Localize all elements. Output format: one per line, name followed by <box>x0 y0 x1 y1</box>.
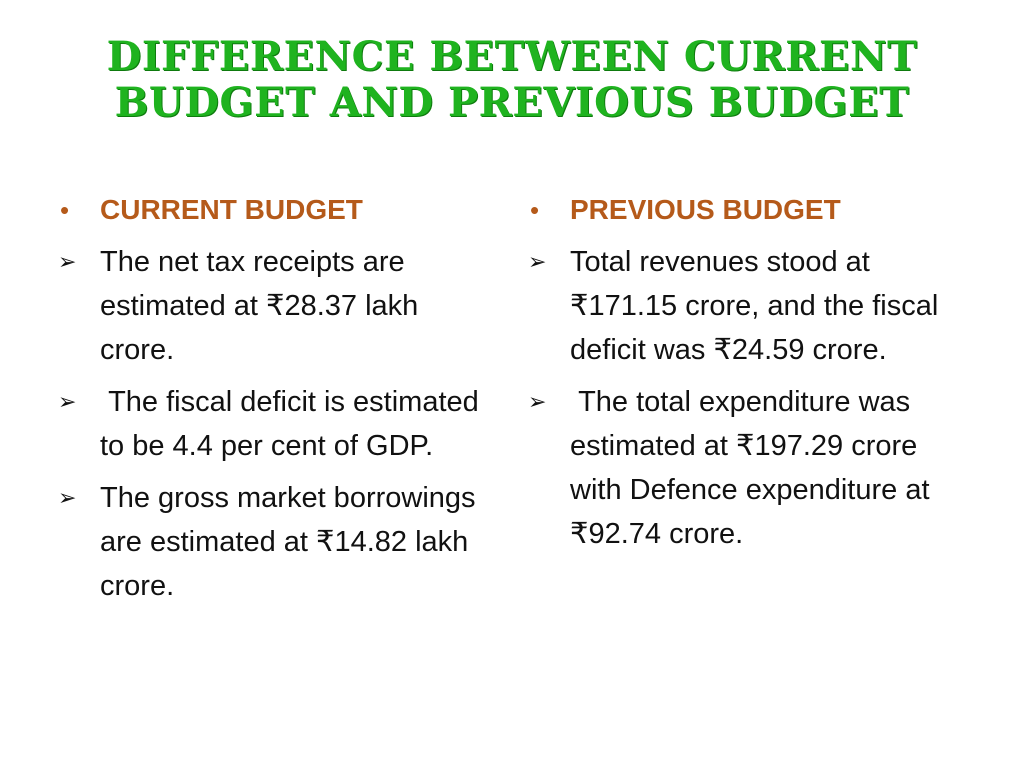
previous-budget-point-1: Total revenues stood at ₹171.15 crore, a… <box>570 246 939 366</box>
list-item: ➢ The gross market borrowings are estima… <box>56 476 496 608</box>
previous-budget-heading: PREVIOUS BUDGET <box>570 194 841 225</box>
slide-title: DIFFERENCE BETWEEN CURRENT BUDGET AND PR… <box>106 33 918 126</box>
arrow-bullet-icon: ➢ <box>58 249 77 274</box>
arrow-bullet-icon: ➢ <box>528 249 547 274</box>
previous-budget-heading-row: • PREVIOUS BUDGET <box>526 188 966 232</box>
arrow-bullet-icon: ➢ <box>58 485 77 510</box>
arrow-bullet-icon: ➢ <box>528 389 547 414</box>
previous-budget-column: • PREVIOUS BUDGET ➢ Total revenues stood… <box>526 188 966 564</box>
current-budget-point-3: The gross market borrowings are estimate… <box>100 482 476 602</box>
bullet-icon: • <box>60 195 70 225</box>
current-budget-heading-row: • CURRENT BUDGET <box>56 188 496 232</box>
list-item: ➢ The net tax receipts are estimated at … <box>56 240 496 372</box>
list-item: ➢ The fiscal deficit is estimated to be … <box>56 380 496 468</box>
current-budget-column: • CURRENT BUDGET ➢ The net tax receipts … <box>56 188 496 616</box>
list-item: ➢ Total revenues stood at ₹171.15 crore,… <box>526 240 966 372</box>
arrow-bullet-icon: ➢ <box>58 389 77 414</box>
current-budget-point-2: The fiscal deficit is estimated to be 4.… <box>100 386 487 462</box>
current-budget-heading: CURRENT BUDGET <box>100 194 363 225</box>
current-budget-point-1: The net tax receipts are estimated at ₹2… <box>100 246 419 366</box>
bullet-icon: • <box>530 195 540 225</box>
previous-budget-point-2: The total expenditure was estimated at ₹… <box>570 386 938 550</box>
list-item: ➢ The total expenditure was estimated at… <box>526 380 966 556</box>
